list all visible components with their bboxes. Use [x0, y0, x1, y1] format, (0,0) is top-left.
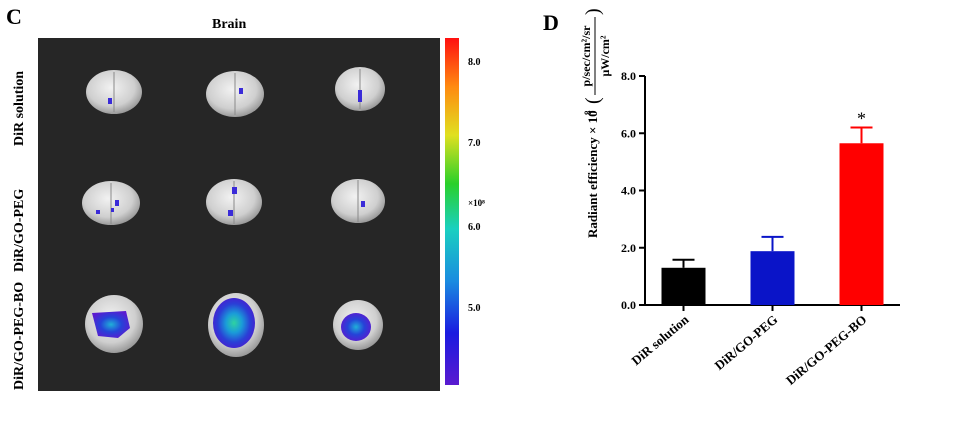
bar: [839, 143, 884, 305]
y-tick-label: 2.0: [621, 241, 636, 255]
bars: *: [661, 109, 884, 305]
brain-row2-1: [82, 181, 140, 225]
brain-row1-2: [206, 71, 264, 117]
y-axis-label-open-paren: (: [582, 97, 604, 104]
x-tick-labels: DiR solution DiR/GO-PEG DiR/GO-PEG-BO: [628, 311, 869, 388]
brain-row1-3: [335, 67, 385, 111]
y-tick-label: 4.0: [621, 184, 636, 198]
y-tick-label: 0.0: [621, 298, 636, 312]
bar-chart: Radiant efficiency × 10 8 ( p/sec/cm²/sr…: [579, 8, 900, 388]
imaging-title: Brain: [212, 17, 247, 32]
bar: [661, 267, 706, 305]
x-tick-label: DiR/GO-PEG: [712, 312, 781, 373]
colorbar-tick-6: 6.0: [468, 222, 481, 233]
colorbar-unit: ×10⁸: [468, 198, 485, 208]
x-tick-label: DiR solution: [628, 311, 692, 368]
colorbar: [445, 38, 459, 385]
y-tick-label: 6.0: [621, 126, 636, 140]
bar: [750, 251, 795, 305]
fluorescence-image: [38, 38, 440, 391]
colorbar-tick-7: 7.0: [468, 138, 481, 149]
row-label-dir-solution: DiR solution: [12, 70, 27, 146]
y-axis-label: Radiant efficiency × 10 8 ( p/sec/cm²/sr…: [579, 8, 612, 238]
row-label-dir-go-peg-bo: DiR/GO-PEG-BO: [12, 281, 27, 390]
brain-scans: [82, 67, 385, 357]
y-axis-label-denominator: μW/cm²: [598, 35, 612, 76]
y-axis-label-numerator: p/sec/cm²/sr: [579, 25, 593, 87]
brain-row3-1: [85, 295, 143, 353]
brain-row2-3: [331, 179, 385, 223]
brain-row3-2: [208, 293, 264, 357]
significance-marker: *: [857, 109, 866, 129]
panel-d-letter: D: [543, 10, 559, 35]
x-tick-label: DiR/GO-PEG-BO: [783, 312, 870, 388]
panel-c-letter: C: [6, 4, 22, 29]
y-axis-label-exponent: 8: [583, 110, 593, 115]
y-axis-label-prefix: Radiant efficiency × 10: [585, 110, 600, 238]
row-label-dir-go-peg: DiR/GO-PEG: [12, 188, 27, 272]
brain-row1-1: [86, 70, 142, 114]
colorbar-tick-8: 8.0: [468, 57, 481, 68]
y-axis-label-close-paren: ): [582, 8, 604, 15]
y-tick-label: 8.0: [621, 69, 636, 83]
brain-row3-3: [333, 300, 383, 350]
brain-row2-2: [206, 179, 262, 225]
colorbar-tick-5: 5.0: [468, 303, 481, 314]
